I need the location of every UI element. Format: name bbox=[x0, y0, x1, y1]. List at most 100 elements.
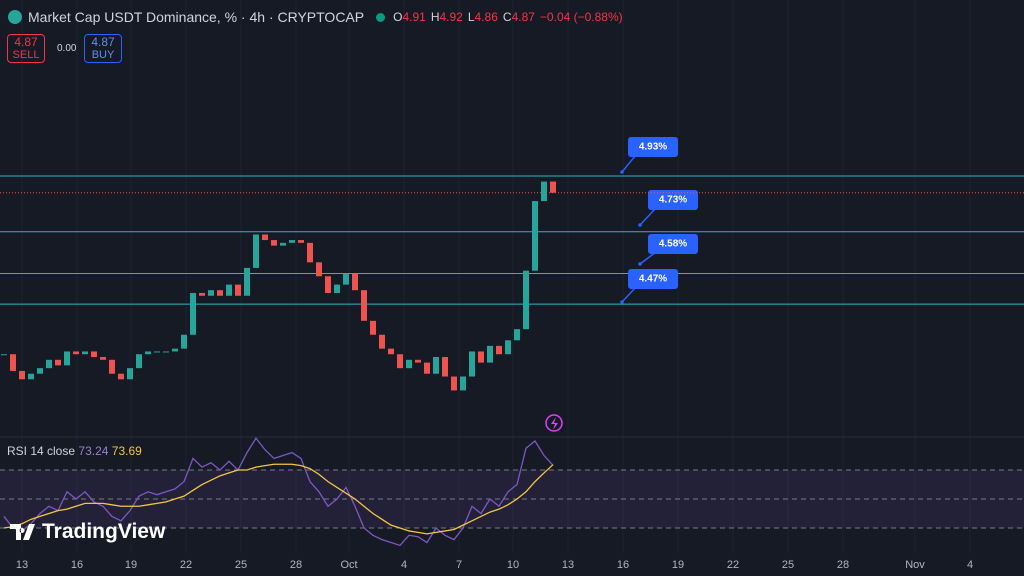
candle bbox=[154, 351, 160, 353]
change: −0.04 (−0.88%) bbox=[539, 10, 623, 24]
candle bbox=[379, 334, 385, 349]
candle bbox=[109, 359, 115, 374]
candle bbox=[280, 242, 286, 246]
candle bbox=[190, 292, 196, 335]
candle bbox=[523, 270, 529, 330]
status-dot bbox=[376, 12, 386, 22]
callout-box bbox=[648, 190, 698, 210]
candle bbox=[46, 359, 52, 369]
symbol-icon bbox=[8, 10, 22, 24]
candle bbox=[289, 240, 295, 243]
callout-box bbox=[648, 234, 698, 254]
candle bbox=[460, 376, 466, 391]
candle bbox=[55, 359, 61, 366]
ohlc-value: 4.92 bbox=[439, 10, 463, 24]
candle bbox=[199, 292, 205, 296]
candle bbox=[370, 320, 376, 335]
candle bbox=[451, 376, 457, 391]
x-tick-label: 7 bbox=[456, 559, 462, 571]
rsi-legend: RSI 14 close 73.24 73.69 bbox=[7, 444, 142, 458]
event-icon-bolt bbox=[551, 417, 558, 430]
x-tick-label: 10 bbox=[507, 559, 519, 571]
rsi-band-fill bbox=[0, 470, 1024, 529]
candle bbox=[226, 284, 232, 296]
buy-button[interactable]: 4.87 BUY bbox=[84, 34, 122, 63]
x-tick-label: 16 bbox=[71, 559, 83, 571]
candle bbox=[316, 262, 322, 277]
candle bbox=[478, 351, 484, 363]
candle bbox=[505, 340, 511, 355]
candle bbox=[64, 351, 70, 366]
sell-price: 4.87 bbox=[14, 35, 38, 49]
ohlc-key: C bbox=[502, 10, 512, 24]
candle bbox=[343, 273, 349, 285]
candle bbox=[73, 351, 79, 355]
brand-name: TradingView bbox=[42, 520, 166, 543]
x-tick-label: 19 bbox=[125, 559, 137, 571]
candle bbox=[100, 357, 106, 360]
candle bbox=[262, 234, 268, 241]
candle bbox=[307, 242, 313, 263]
callout-label: 4.93% bbox=[639, 142, 667, 153]
ohlc-value: 4.91 bbox=[402, 10, 426, 24]
candle bbox=[424, 362, 430, 374]
candle bbox=[361, 290, 367, 321]
candle bbox=[532, 201, 538, 271]
candle bbox=[145, 351, 151, 355]
candle bbox=[172, 348, 178, 352]
ohlc-key: L bbox=[467, 10, 475, 24]
x-tick-label: 13 bbox=[562, 559, 574, 571]
candle bbox=[91, 351, 97, 358]
callout-label: 4.73% bbox=[659, 195, 687, 206]
candle bbox=[235, 284, 241, 296]
symbol-title[interactable]: Market Cap USDT Dominance, % · 4h · CRYP… bbox=[28, 9, 365, 25]
candle bbox=[397, 354, 403, 369]
x-tick-label: 16 bbox=[617, 559, 629, 571]
candle bbox=[253, 234, 259, 268]
ohlc-value: 4.86 bbox=[474, 10, 498, 24]
rsi-line bbox=[3, 436, 554, 547]
x-tick-label: 22 bbox=[727, 559, 739, 571]
rsi-title: RSI 14 close bbox=[7, 444, 76, 458]
callout-box bbox=[628, 269, 678, 289]
x-tick-label: 19 bbox=[672, 559, 684, 571]
header: Market Cap USDT Dominance, % · 4h · CRYP… bbox=[8, 9, 628, 25]
x-tick-label: Oct bbox=[340, 559, 357, 571]
candle bbox=[28, 373, 34, 380]
candle bbox=[442, 357, 448, 377]
x-tick-label: 25 bbox=[235, 559, 247, 571]
buy-price: 4.87 bbox=[91, 35, 115, 49]
candle bbox=[217, 290, 223, 296]
ohlc-key: H bbox=[430, 10, 440, 24]
candle bbox=[541, 181, 547, 202]
rsi-value: 73.24 bbox=[78, 444, 109, 458]
candle bbox=[163, 351, 169, 353]
x-tick-label: 22 bbox=[180, 559, 192, 571]
spread: 0.00 bbox=[57, 43, 77, 54]
candle bbox=[271, 240, 277, 246]
rsi-ma-value: 73.69 bbox=[111, 444, 142, 458]
candle bbox=[325, 276, 331, 293]
callout-anchor bbox=[638, 262, 642, 266]
candle bbox=[514, 329, 520, 341]
x-tick-label: 13 bbox=[16, 559, 28, 571]
sell-button[interactable]: 4.87 SELL bbox=[7, 34, 45, 63]
callout-box bbox=[628, 137, 678, 157]
candle bbox=[181, 334, 187, 349]
candle bbox=[352, 273, 358, 291]
candle bbox=[1, 354, 7, 356]
candle bbox=[118, 373, 124, 380]
candle bbox=[19, 370, 25, 380]
x-tick-label: 28 bbox=[837, 559, 849, 571]
candle bbox=[10, 354, 16, 371]
sell-label: SELL bbox=[12, 49, 40, 61]
candle bbox=[82, 351, 88, 355]
callout-anchor bbox=[620, 170, 624, 174]
candle bbox=[496, 345, 502, 355]
event-icon bbox=[545, 414, 563, 432]
callout-anchor bbox=[620, 300, 624, 304]
candle bbox=[334, 284, 340, 293]
ohlc-key: O bbox=[393, 10, 403, 24]
